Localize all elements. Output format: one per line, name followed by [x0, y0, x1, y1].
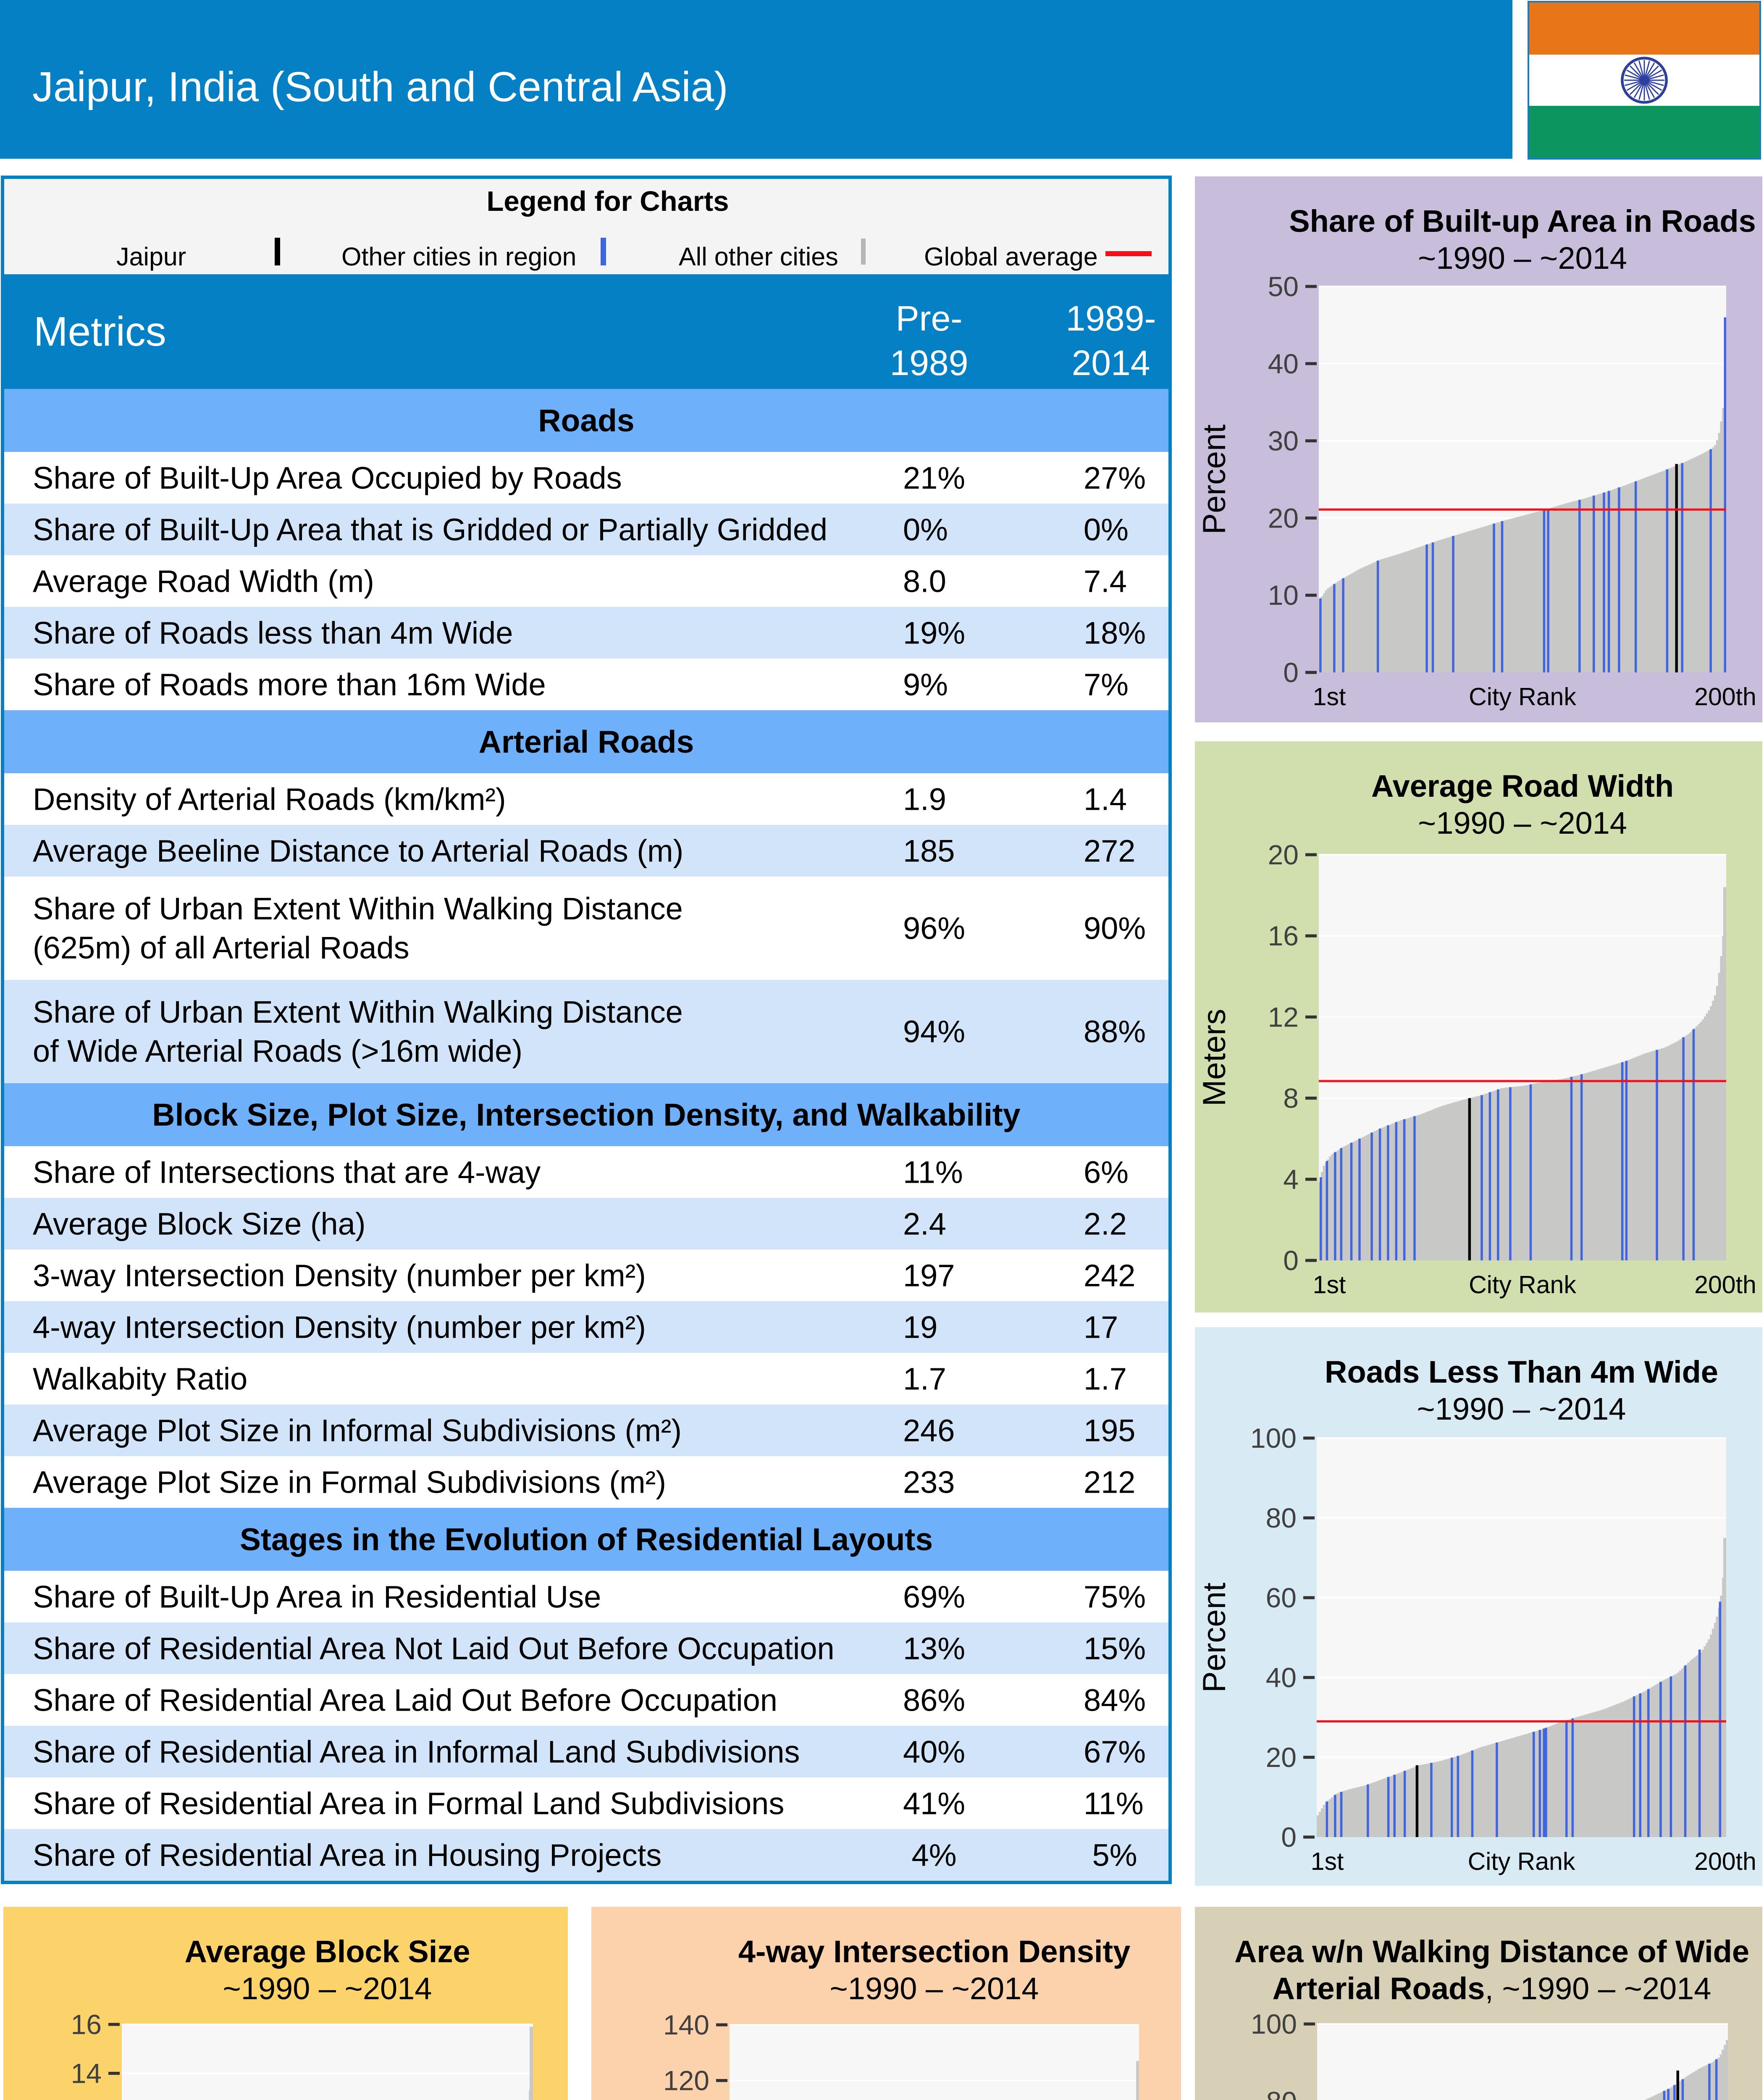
svg-text:50: 50: [1268, 271, 1299, 302]
svg-text:Roads Less Than 4m Wide: Roads Less Than 4m Wide: [1325, 1354, 1718, 1389]
svg-text:~1990 – ~2014: ~1990 – ~2014: [1418, 241, 1627, 276]
svg-text:200th: 200th: [1694, 1271, 1756, 1299]
svg-text:12: 12: [1268, 1001, 1299, 1032]
svg-text:10: 10: [1268, 580, 1299, 611]
svg-text:City Rank: City Rank: [1469, 683, 1576, 711]
svg-text:Average Road Width: Average Road Width: [1371, 769, 1674, 803]
svg-text:60: 60: [1266, 1582, 1297, 1613]
svg-text:30: 30: [1268, 425, 1299, 457]
svg-text:100: 100: [1250, 1423, 1297, 1454]
svg-text:~1990 – ~2014: ~1990 – ~2014: [223, 1971, 432, 2006]
svg-text:16: 16: [71, 2009, 102, 2040]
svg-text:0: 0: [1281, 1822, 1297, 1853]
svg-text:20: 20: [1268, 839, 1299, 870]
svg-text:20: 20: [1268, 502, 1299, 533]
svg-text:40: 40: [1266, 1662, 1297, 1693]
svg-text:City Rank: City Rank: [1468, 1848, 1575, 1875]
svg-text:Arterial Roads, ~1990 – ~2014: Arterial Roads, ~1990 – ~2014: [1273, 1971, 1712, 2006]
svg-text:1st: 1st: [1313, 683, 1346, 711]
svg-text:0: 0: [1283, 657, 1299, 688]
svg-text:Percent: Percent: [1197, 425, 1232, 535]
svg-text:80: 80: [1266, 1502, 1297, 1533]
svg-text:1st: 1st: [1313, 1271, 1346, 1299]
svg-text:Meters: Meters: [1197, 1009, 1232, 1106]
svg-text:Share of Built-up Area in Road: Share of Built-up Area in Roads: [1289, 204, 1756, 239]
svg-text:Percent: Percent: [1197, 1583, 1232, 1693]
svg-text:200th: 200th: [1694, 1848, 1756, 1875]
svg-text:40: 40: [1268, 348, 1299, 379]
svg-text:0: 0: [1283, 1245, 1299, 1276]
svg-text:~1990 – ~2014: ~1990 – ~2014: [830, 1971, 1039, 2006]
svg-text:4-way Intersection Density: 4-way Intersection Density: [738, 1934, 1131, 1969]
svg-text:140: 140: [663, 2009, 709, 2040]
svg-text:Average Block Size: Average Block Size: [184, 1934, 470, 1969]
svg-text:80: 80: [1266, 2086, 1297, 2100]
svg-text:100: 100: [1251, 2008, 1297, 2040]
svg-text:City Rank: City Rank: [1469, 1271, 1576, 1299]
svg-text:200th: 200th: [1694, 683, 1756, 711]
svg-text:120: 120: [663, 2065, 709, 2096]
svg-text:20: 20: [1266, 1742, 1297, 1773]
svg-text:14: 14: [71, 2058, 102, 2089]
svg-text:4: 4: [1283, 1164, 1299, 1195]
svg-text:~1990 – ~2014: ~1990 – ~2014: [1418, 806, 1627, 840]
svg-text:8: 8: [1283, 1083, 1299, 1114]
svg-text:~1990 – ~2014: ~1990 – ~2014: [1417, 1391, 1626, 1426]
svg-text:16: 16: [1268, 920, 1299, 951]
svg-text:Area w/n Walking Distance of W: Area w/n Walking Distance of Wide: [1234, 1934, 1749, 1969]
svg-text:1st: 1st: [1311, 1848, 1344, 1875]
